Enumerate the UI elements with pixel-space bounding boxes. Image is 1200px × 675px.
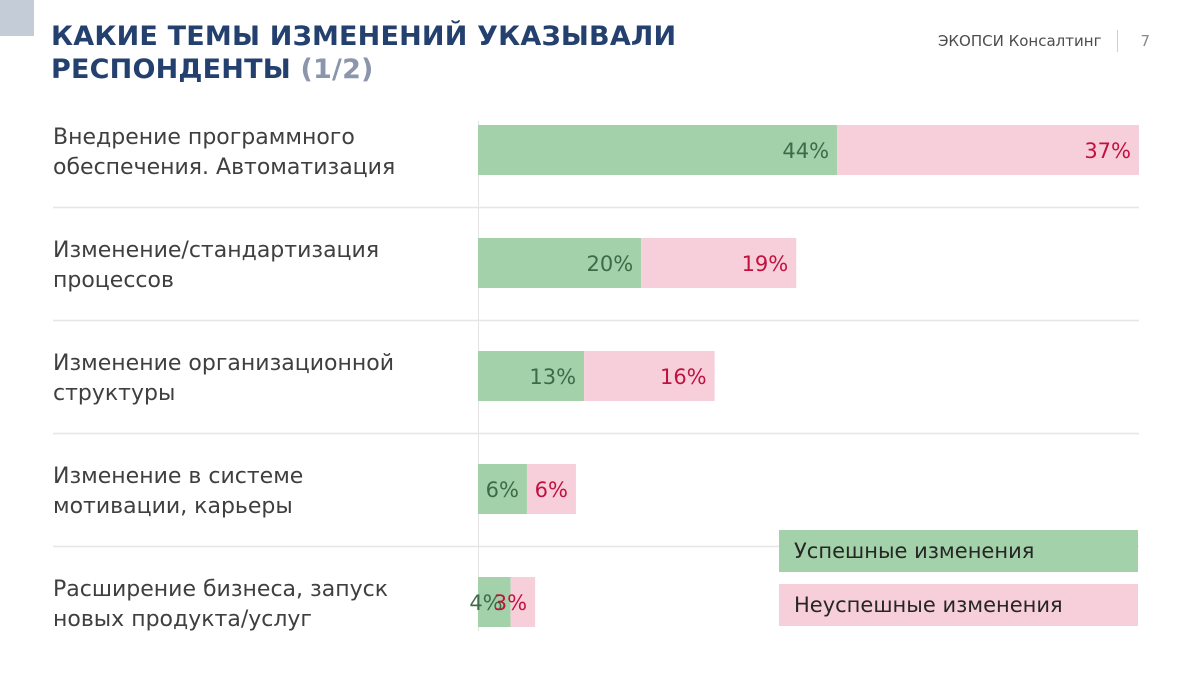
title-line2: РЕСПОНДЕНТЫ	[51, 54, 291, 85]
company-name: ЭКОПСИ Консалтинг	[937, 32, 1102, 50]
category-label: Расширение бизнеса, запуск новых продукта…	[53, 577, 388, 632]
data-label-fail: 37%	[1084, 139, 1131, 163]
chart-legend: Успешные изменения Неуспешные изменения	[779, 530, 1138, 638]
data-label-fail: 6%	[535, 478, 568, 502]
data-label-fail: 19%	[742, 252, 789, 276]
page-title: КАКИЕ ТЕМЫ ИЗМЕНЕНИЙ УКАЗЫВАЛИ РЕСПОНДЕН…	[51, 20, 676, 86]
category-label: Изменение/стандартизация процессов	[53, 238, 379, 293]
data-label-success: 13%	[529, 365, 576, 389]
data-label-success: 20%	[587, 252, 634, 276]
bar-fail	[584, 351, 715, 401]
bar-success	[478, 577, 511, 627]
bar-fail	[510, 577, 536, 627]
data-label-success: 4%	[469, 591, 502, 615]
bar-fail	[641, 238, 797, 288]
corner-accent	[0, 0, 34, 36]
data-label-success: 6%	[486, 478, 519, 502]
data-label-fail: 3%	[494, 591, 527, 615]
header-divider	[1117, 30, 1119, 52]
bar-fail	[526, 464, 576, 514]
title-line1: КАКИЕ ТЕМЫ ИЗМЕНЕНИЙ УКАЗЫВАЛИ	[51, 21, 677, 52]
legend-item-success: Успешные изменения	[779, 530, 1138, 572]
title-part: (1/2)	[300, 54, 374, 85]
category-label: Внедрение программного обеспечения. Автом…	[53, 125, 395, 180]
page-number: 7	[1140, 32, 1150, 50]
category-label: Изменение в системе мотивации, карьеры	[53, 464, 303, 519]
legend-item-fail: Неуспешные изменения	[779, 584, 1138, 626]
header-info: ЭКОПСИ Консалтинг 7	[938, 30, 1150, 52]
data-label-fail: 16%	[660, 365, 707, 389]
category-label: Изменение организационной структуры	[53, 351, 394, 406]
bar-success	[478, 351, 585, 401]
data-label-success: 44%	[782, 139, 829, 163]
bar-success	[478, 125, 838, 175]
bar-fail	[837, 125, 1139, 175]
bar-success	[478, 464, 527, 514]
bar-success	[478, 238, 642, 288]
